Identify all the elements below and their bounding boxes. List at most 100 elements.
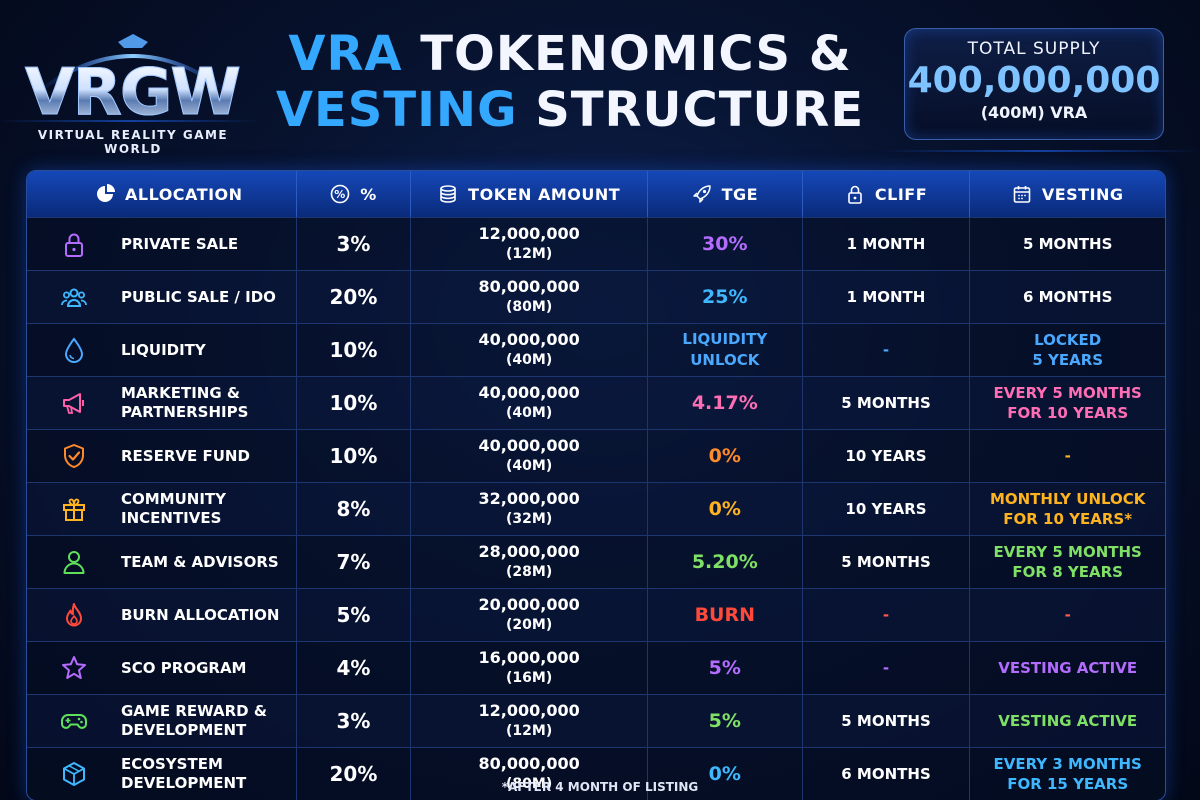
cell-line: EVERY 5 MONTHS (993, 543, 1142, 561)
cell-line: 0% (708, 497, 741, 520)
cell-cliff: 5 MONTHS (803, 536, 971, 588)
tokenomics-table: ALLOCATION % % TOKEN AMOUNT TGE CLIFF VE… (26, 170, 1166, 800)
table-row-sco-program: SCO PROGRAM 4% 16,000,000 (16M) 5% - VES… (27, 641, 1165, 694)
token-amount: 80,000,000 (478, 754, 580, 773)
cell-line: 5 MONTHS (1022, 235, 1113, 253)
star-icon (57, 651, 91, 685)
allocation-name: RESERVE FUND (121, 447, 250, 466)
cell-line: TEAM & ADVISORS (121, 552, 279, 571)
total-supply-card: TOTAL SUPPLY 400,000,000 (400M) VRA (904, 28, 1164, 140)
header-label: % (360, 184, 377, 204)
table-row-reserve-fund: RESERVE FUND 10% 40,000,000 (40M) 0% 10 … (27, 429, 1165, 482)
token-amount: 40,000,000 (478, 383, 580, 402)
cell-allocation: ECOSYSTEM DEVELOPMENT (27, 748, 297, 800)
cell-tge: BURN (648, 589, 803, 641)
flame-icon (57, 598, 91, 632)
cell-line: DEVELOPMENT (121, 721, 247, 739)
droplet-icon (57, 333, 91, 367)
allocation-name: PUBLIC SALE / IDO (121, 288, 276, 307)
cell-allocation: TEAM & ADVISORS (27, 536, 297, 588)
cell-tge: 25% (648, 271, 803, 323)
cell-vesting: 6 MONTHS (970, 271, 1165, 323)
cell-allocation: GAME REWARD & DEVELOPMENT (27, 695, 297, 747)
table-row-private-sale: PRIVATE SALE 3% 12,000,000 (12M) 30% 1 M… (27, 217, 1165, 270)
token-amount-short: (32M) (506, 511, 553, 527)
cell-line: FOR 10 YEARS (1007, 404, 1129, 422)
cell-line: COMMUNITY (121, 490, 227, 508)
allocation-name: PRIVATE SALE (121, 235, 238, 254)
cell-cliff: 10 YEARS (803, 430, 971, 482)
allocation-name: MARKETING & PARTNERSHIPS (121, 384, 248, 422)
token-amount: 12,000,000 (478, 224, 580, 243)
cell-line: LIQUIDITY (682, 330, 768, 348)
gamepad-icon (57, 704, 91, 738)
table-row-game-reward-development: GAME REWARD & DEVELOPMENT 3% 12,000,000 (… (27, 694, 1165, 747)
table-body: PRIVATE SALE 3% 12,000,000 (12M) 30% 1 M… (27, 217, 1165, 800)
cube-icon (57, 757, 91, 791)
cell-line: FOR 15 YEARS (1007, 775, 1129, 793)
allocation-name: LIQUIDITY (121, 341, 206, 360)
cell-line: VESTING ACTIVE (998, 659, 1138, 677)
table-row-marketing-partnerships: MARKETING & PARTNERSHIPS 10% 40,000,000 (… (27, 376, 1165, 429)
cell-token-amount: 12,000,000 (12M) (411, 218, 648, 270)
cell-allocation: SCO PROGRAM (27, 642, 297, 694)
header-label: ALLOCATION (125, 184, 243, 204)
cell-tge: 0% (648, 748, 803, 800)
table-header: ALLOCATION % % TOKEN AMOUNT TGE CLIFF VE… (27, 171, 1165, 217)
cell-line: 5.20% (691, 550, 758, 573)
cell-cliff: 5 MONTHS (803, 695, 971, 747)
cell-line: GAME REWARD & (121, 702, 267, 720)
title-accent: VESTING (275, 82, 518, 138)
cell-percent: 20% (297, 271, 412, 323)
cell-line: FOR 10 YEARS* (1003, 510, 1133, 528)
table-row-team-advisors: TEAM & ADVISORS 7% 28,000,000 (28M) 5.20… (27, 535, 1165, 588)
cell-line: PRIVATE SALE (121, 234, 239, 253)
cell-tge: 0% (648, 483, 803, 535)
allocation-name: ECOSYSTEM DEVELOPMENT (121, 755, 296, 793)
table-row-public-sale-ido: PUBLIC SALE / IDO 20% 80,000,000 (80M) 2… (27, 270, 1165, 323)
cell-tge: LIQUIDITY UNLOCK (648, 324, 803, 376)
cell-cliff: - (803, 324, 971, 376)
cell-vesting: MONTHLY UNLOCK FOR 10 YEARS* (970, 483, 1165, 535)
cell-line: RESERVE FUND (121, 446, 250, 465)
allocation-name: SCO PROGRAM (121, 659, 246, 678)
cell-vesting: EVERY 5 MONTHS FOR 8 YEARS (970, 536, 1165, 588)
cell-percent: 20% (297, 748, 412, 800)
cell-line: - (1064, 606, 1071, 624)
header-token-amount: TOKEN AMOUNT (411, 171, 648, 217)
token-amount-short: (12M) (506, 723, 553, 739)
cell-line: - (1064, 447, 1071, 465)
cell-cliff: 6 MONTHS (803, 748, 971, 800)
title-accent: VRA (288, 26, 403, 82)
cell-line: UNLOCK (690, 351, 760, 369)
cell-percent: 10% (297, 430, 412, 482)
token-amount-short: (40M) (506, 458, 553, 474)
pie-chart-icon (97, 184, 115, 202)
gift-icon (57, 492, 91, 526)
page-title: VRA TOKENOMICS & VESTING STRUCTURE (270, 26, 870, 138)
cell-vesting: EVERY 3 MONTHS FOR 15 YEARS (970, 748, 1165, 800)
cell-allocation: PRIVATE SALE (27, 218, 297, 270)
cell-tge: 30% (648, 218, 803, 270)
token-amount: 40,000,000 (478, 330, 580, 349)
cell-line: EVERY 5 MONTHS (993, 384, 1142, 402)
token-amount: 20,000,000 (478, 595, 580, 614)
cell-token-amount: 40,000,000 (40M) (411, 324, 648, 376)
token-amount: 12,000,000 (478, 701, 580, 720)
cell-allocation: RESERVE FUND (27, 430, 297, 482)
cell-vesting: - (970, 589, 1165, 641)
cell-percent: 5% (297, 589, 412, 641)
token-amount-short: (80M) (506, 299, 553, 315)
cell-percent: 7% (297, 536, 412, 588)
cell-token-amount: 20,000,000 (20M) (411, 589, 648, 641)
header-label: TOKEN AMOUNT (468, 184, 621, 204)
cell-tge: 4.17% (648, 377, 803, 429)
cell-cliff: - (803, 589, 971, 641)
cell-line: 30% (702, 232, 748, 255)
cell-line: 0% (708, 444, 741, 467)
shield-check-icon (57, 439, 91, 473)
cell-line: BURN (694, 603, 756, 626)
cell-line: MARKETING & (121, 384, 240, 402)
lock-icon (57, 227, 91, 261)
cell-line: ECOSYSTEM DEVELOPMENT (121, 755, 247, 792)
